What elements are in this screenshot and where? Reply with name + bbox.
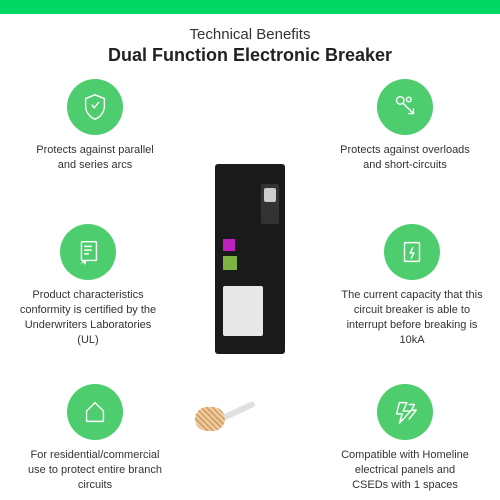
feature-compatible: Compatible with Homeline electrical pane… bbox=[330, 384, 480, 493]
certificate-icon bbox=[60, 224, 116, 280]
breaker-indicator bbox=[223, 256, 237, 270]
product-image bbox=[205, 164, 295, 404]
house-icon bbox=[67, 384, 123, 440]
feature-text: Product characteristics conformity is ce… bbox=[8, 288, 168, 347]
feature-text: Protects against parallel and series arc… bbox=[20, 143, 170, 173]
compatible-icon bbox=[377, 384, 433, 440]
overload-icon bbox=[377, 79, 433, 135]
accent-bar bbox=[0, 0, 500, 14]
breaker-wire bbox=[195, 389, 255, 439]
header: Technical Benefits Dual Function Electro… bbox=[0, 14, 500, 74]
breaker-body bbox=[215, 164, 285, 354]
feature-overload: Protects against overloads and short-cir… bbox=[330, 79, 480, 173]
feature-arcs: Protects against parallel and series arc… bbox=[20, 79, 170, 173]
feature-residential: For residential/commercial use to protec… bbox=[20, 384, 170, 493]
feature-text: The current capacity that this circuit b… bbox=[332, 288, 492, 347]
title: Dual Function Electronic Breaker bbox=[0, 45, 500, 66]
content-area: Protects against parallel and series arc… bbox=[0, 74, 500, 494]
feature-text: Protects against overloads and short-cir… bbox=[330, 143, 480, 173]
feature-certified: Product characteristics conformity is ce… bbox=[8, 224, 168, 347]
breaker-plate bbox=[223, 286, 263, 336]
subtitle: Technical Benefits bbox=[0, 26, 500, 43]
capacity-icon bbox=[384, 224, 440, 280]
shield-icon bbox=[67, 79, 123, 135]
breaker-switch bbox=[261, 184, 279, 224]
feature-text: Compatible with Homeline electrical pane… bbox=[330, 448, 480, 493]
feature-text: For residential/commercial use to protec… bbox=[20, 448, 170, 493]
feature-capacity: The current capacity that this circuit b… bbox=[332, 224, 492, 347]
breaker-indicator bbox=[223, 239, 235, 251]
